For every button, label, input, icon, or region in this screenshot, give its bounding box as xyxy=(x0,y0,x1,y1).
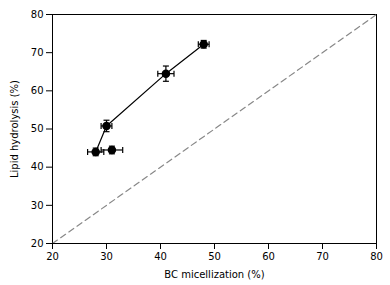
svg-text:80: 80 xyxy=(370,251,383,262)
svg-text:30: 30 xyxy=(31,200,44,211)
svg-text:BC micellization (%): BC micellization (%) xyxy=(164,269,264,280)
svg-text:30: 30 xyxy=(100,251,113,262)
svg-text:40: 40 xyxy=(154,251,167,262)
svg-text:40: 40 xyxy=(31,161,44,172)
svg-text:60: 60 xyxy=(31,85,44,96)
svg-text:60: 60 xyxy=(262,251,275,262)
svg-text:Lipid hydrolysis (%): Lipid hydrolysis (%) xyxy=(9,80,20,178)
svg-text:70: 70 xyxy=(316,251,329,262)
svg-text:80: 80 xyxy=(31,9,44,20)
svg-text:50: 50 xyxy=(31,123,44,134)
svg-text:20: 20 xyxy=(46,251,59,262)
svg-text:70: 70 xyxy=(31,47,44,58)
svg-text:20: 20 xyxy=(31,238,44,249)
svg-text:50: 50 xyxy=(208,251,221,262)
